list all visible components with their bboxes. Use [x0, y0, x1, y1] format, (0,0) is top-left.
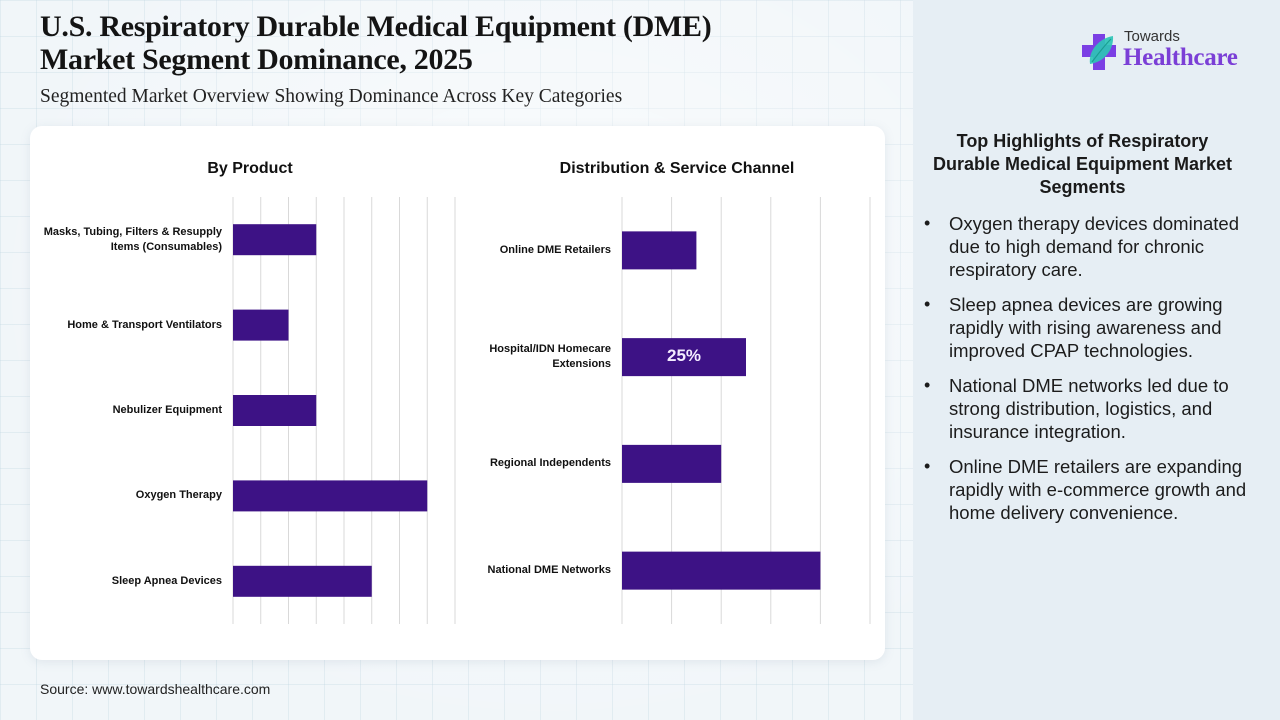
highlight-item: • National DME networks led due to strong… [922, 374, 1252, 443]
logo-text-healthcare: Healthcare [1123, 44, 1238, 71]
bar [233, 395, 317, 426]
chart-title-by-product: By Product [207, 160, 293, 177]
title-line-1: U.S. Respiratory Durable Medical Equipme… [40, 10, 712, 43]
title-line-2: Market Segment Dominance, 2025 [40, 43, 473, 76]
bar [233, 480, 428, 512]
highlights-panel [913, 0, 1280, 720]
highlight-item: • Sleep apnea devices are growing rapidly… [922, 293, 1252, 362]
bar [233, 565, 372, 597]
source-citation: Source: www.towardshealthcare.com [40, 681, 271, 697]
category-label: Online DME Retailers [499, 243, 611, 256]
medical-cross-leaf-icon [1082, 34, 1116, 70]
logo-text-towards: Towards [1124, 28, 1180, 45]
bar [233, 309, 289, 341]
category-label: Masks, Tubing, Filters & Resupply Items … [43, 225, 222, 253]
highlights-list: • Oxygen therapy devices dominated due to… [922, 212, 1252, 536]
category-label: Regional Independents [489, 457, 611, 470]
category-label: Nebulizer Equipment [112, 404, 222, 416]
bullet-icon: • [924, 375, 931, 395]
bullet-icon: • [924, 213, 931, 233]
bar [622, 444, 722, 483]
bar [622, 338, 746, 377]
chart-title-distribution-channel: Distribution & Service Channel [559, 160, 795, 177]
bullet-icon: • [924, 456, 931, 476]
highlights-title: Top Highlights of Respiratory Durable Me… [932, 131, 1233, 197]
bullet-icon: • [924, 294, 931, 314]
highlight-item: • Oxygen therapy devices dominated due to… [922, 212, 1252, 281]
bar [233, 224, 317, 256]
highlight-text: Oxygen therapy devices dominated due to … [949, 213, 1240, 280]
bar [622, 551, 821, 590]
highlight-text: Sleep apnea devices are growing rapidly … [949, 294, 1223, 361]
highlight-text: Online DME retailers are expanding rapid… [949, 456, 1247, 523]
bar [622, 231, 697, 270]
page-subtitle: Segmented Market Overview Showing Domina… [40, 86, 623, 107]
brand-logo: Towards Healthcare [1080, 28, 1260, 78]
category-label: National DME Networks [487, 564, 611, 577]
category-label: Home & Transport Ventilators [67, 318, 222, 331]
category-label: Oxygen Therapy [135, 489, 222, 502]
data-label: 25% [666, 346, 702, 366]
highlight-item: • Online DME retailers are expanding rapi… [922, 455, 1252, 524]
page-title: U.S. Respiratory Durable Medical Equipme… [40, 10, 860, 76]
category-label: Sleep Apnea Devices [111, 574, 222, 587]
category-label: Hospital/IDN Homecare Extensions [489, 343, 611, 371]
highlight-text: National DME networks led due to strong … [949, 375, 1229, 442]
